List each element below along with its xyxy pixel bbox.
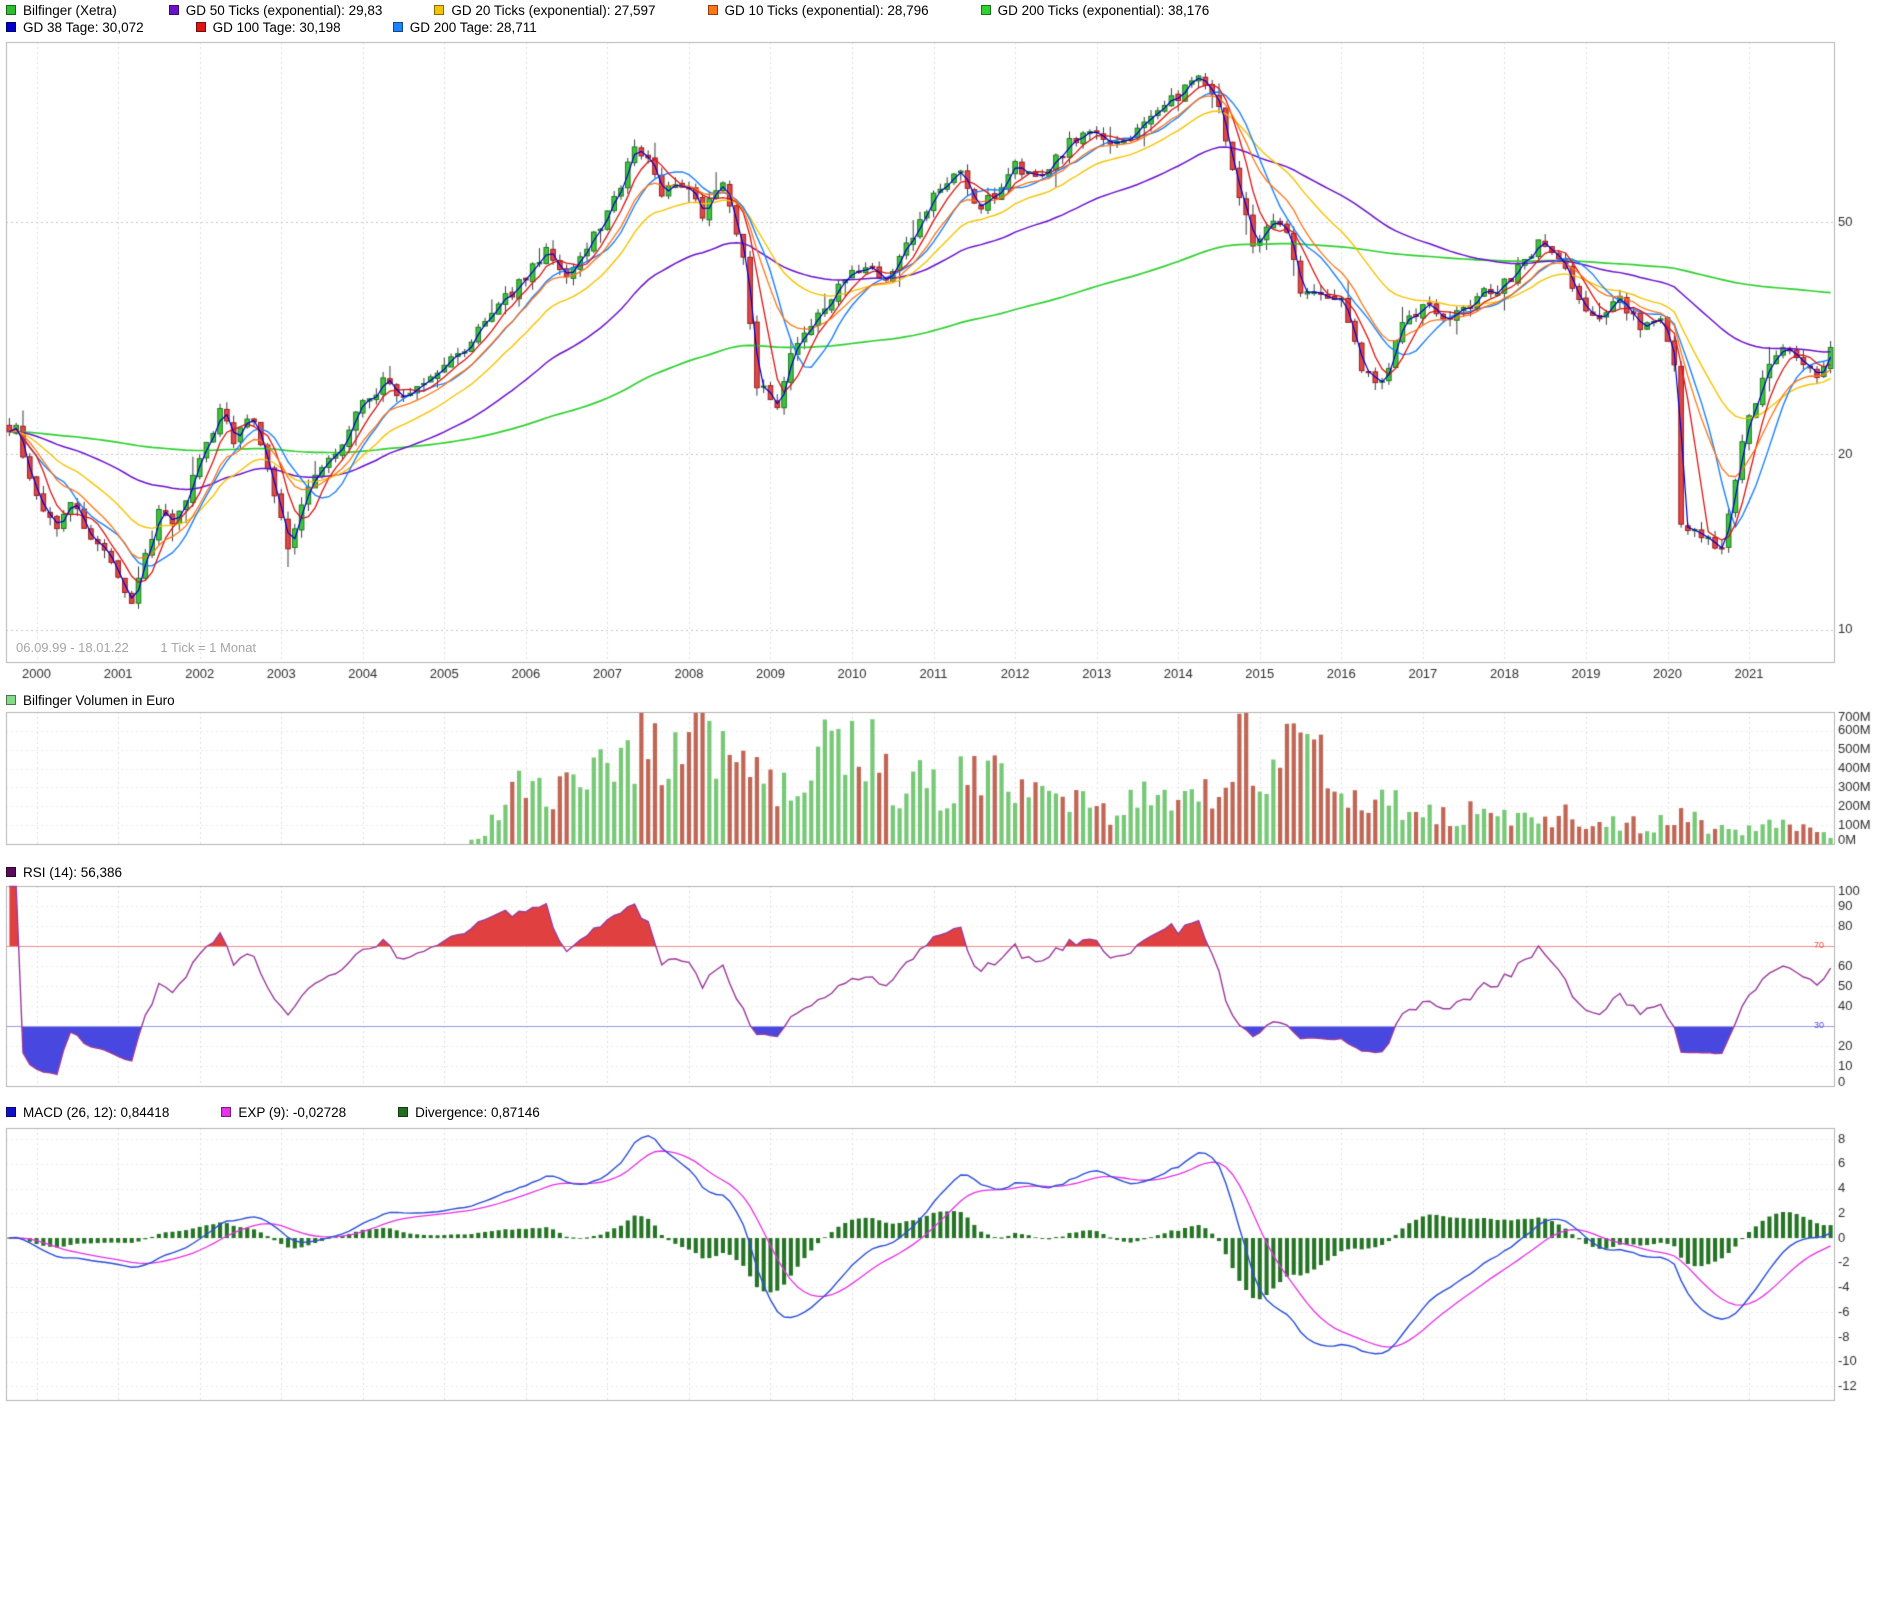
rsi-chart-canvas[interactable] — [0, 882, 1880, 1090]
volume-chart-canvas[interactable] — [0, 710, 1880, 850]
legend-macd-1: EXP (9): -0,02728 — [221, 1105, 346, 1120]
legend-main-2-0-label: GD 38 Tage: 30,072 — [23, 19, 144, 35]
legend-main-1-1-swatch-icon — [168, 5, 179, 15]
legend-volume-0-label: Bilfinger Volumen in Euro — [23, 692, 175, 708]
legend-main-1-0-swatch-icon — [6, 5, 16, 15]
chart-footnote: 06.09.99 - 18.01.22 1 Tick = 1 Monat — [16, 640, 256, 655]
legend-main-2-1-swatch-icon — [195, 22, 206, 32]
legend-main-1-1: GD 50 Ticks (exponential): 29,83 — [168, 2, 383, 18]
legend-macd-0: MACD (26, 12): 0,84418 — [6, 1105, 169, 1120]
price-legend-row-1: Bilfinger (Xetra) GD 50 Ticks (exponentia… — [0, 0, 1880, 18]
macd-chart-canvas[interactable] — [0, 1122, 1880, 1408]
legend-macd-1-swatch-icon — [221, 1107, 232, 1117]
legend-main-1-4-label: GD 200 Ticks (exponential): 38,176 — [997, 2, 1210, 18]
legend-main-2-2-label: GD 200 Tage: 28,711 — [409, 19, 537, 35]
legend-main-1-3-label: GD 10 Ticks (exponential): 28,796 — [724, 2, 929, 18]
legend-macd-2-swatch-icon — [398, 1107, 409, 1117]
legend-volume-0-swatch-icon — [6, 695, 16, 705]
legend-main-1-2-swatch-icon — [434, 5, 445, 15]
legend-rsi-0: RSI (14): 56,386 — [6, 865, 122, 880]
volume-legend-row: Bilfinger Volumen in Euro — [0, 690, 1880, 710]
legend-macd-2-label: Divergence: 0,87146 — [415, 1104, 540, 1120]
macd-legend-row: MACD (26, 12): 0,84418 EXP (9): -0,02728 D… — [0, 1102, 1880, 1122]
legend-macd-0-label: MACD (26, 12): 0,84418 — [23, 1104, 170, 1120]
legend-main-1-1-label: GD 50 Ticks (exponential): 29,83 — [185, 2, 383, 18]
legend-main-2-1-label: GD 100 Tage: 30,198 — [212, 19, 341, 35]
date-range-label: 06.09.99 - 18.01.22 — [16, 640, 129, 655]
rsi-legend-row: RSI (14): 56,386 — [0, 862, 1880, 882]
legend-macd-2: Divergence: 0,87146 — [398, 1105, 540, 1120]
legend-main-1-4: GD 200 Ticks (exponential): 38,176 — [980, 2, 1210, 18]
legend-main-2-2: GD 200 Tage: 28,711 — [392, 19, 537, 35]
legend-main-2-0-swatch-icon — [6, 22, 16, 32]
legend-main-1-2: GD 20 Ticks (exponential): 27,597 — [434, 2, 656, 18]
legend-main-1-0: Bilfinger (Xetra) — [6, 3, 117, 18]
tick-interval-label: 1 Tick = 1 Monat — [160, 640, 257, 655]
legend-macd-0-swatch-icon — [6, 1107, 16, 1117]
legend-main-2-2-swatch-icon — [392, 22, 403, 32]
legend-main-1-0-label: Bilfinger (Xetra) — [23, 2, 117, 18]
legend-rsi-0-label: RSI (14): 56,386 — [23, 864, 123, 880]
legend-rsi-0-swatch-icon — [6, 867, 16, 877]
price-legend-row-2: GD 38 Tage: 30,072 GD 100 Tage: 30,198 GD … — [0, 18, 1880, 36]
legend-main-1-2-label: GD 20 Ticks (exponential): 27,597 — [451, 2, 656, 18]
legend-volume-0: Bilfinger Volumen in Euro — [6, 693, 175, 708]
legend-main-2-1: GD 100 Tage: 30,198 — [195, 19, 341, 35]
legend-main-1-3: GD 10 Ticks (exponential): 28,796 — [707, 2, 929, 18]
price-chart-canvas[interactable] — [0, 36, 1880, 684]
legend-main-1-3-swatch-icon — [707, 5, 718, 15]
legend-main-2-0: GD 38 Tage: 30,072 — [6, 20, 144, 35]
legend-main-1-4-swatch-icon — [980, 5, 991, 15]
legend-macd-1-label: EXP (9): -0,02728 — [238, 1104, 347, 1120]
